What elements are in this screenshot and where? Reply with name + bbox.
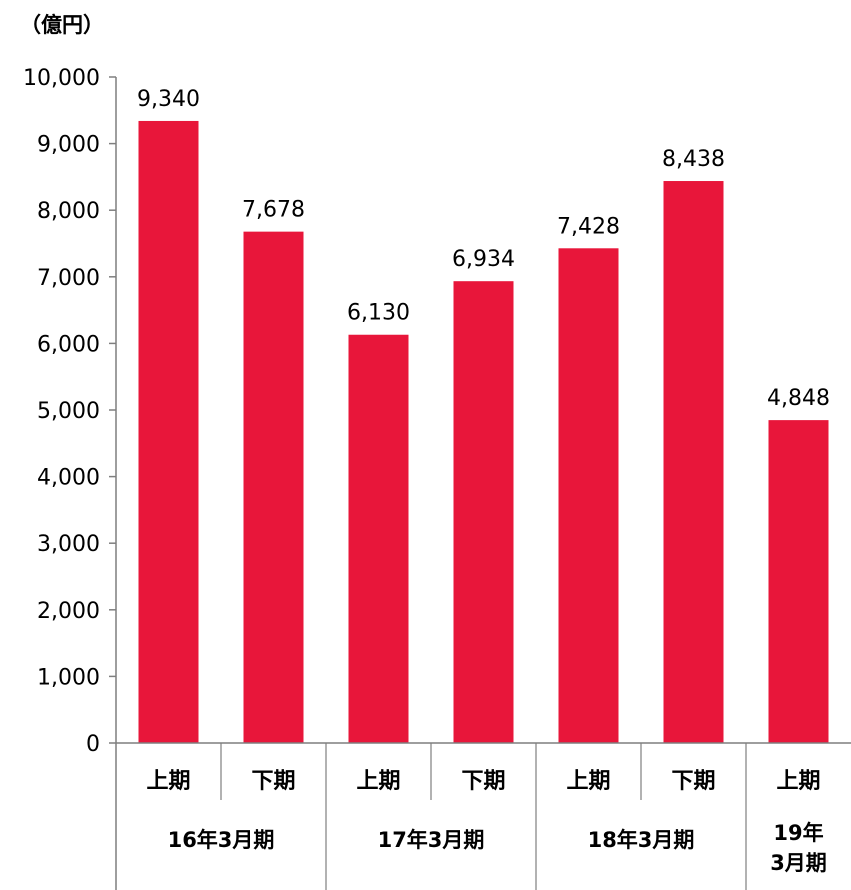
y-tick-label: 2,000	[37, 599, 100, 624]
category-label: 上期	[146, 769, 190, 794]
bar	[558, 248, 619, 743]
bar	[348, 334, 409, 743]
y-tick-label: 8,000	[37, 199, 100, 224]
bar	[453, 281, 514, 743]
data-label: 6,934	[452, 247, 515, 272]
data-label: 4,848	[767, 386, 830, 411]
y-tick-label: 9,000	[37, 133, 100, 158]
data-label: 7,678	[242, 198, 305, 223]
group-label-line: 18年3月期	[588, 828, 695, 852]
category-label: 下期	[251, 769, 295, 794]
category-label: 下期	[671, 769, 715, 794]
data-labels-group: 9,340 7,678 6,130 6,934 7,428 8,438 4,848	[137, 87, 830, 411]
bar	[663, 181, 724, 744]
group-label-line: 17年3月期	[378, 828, 485, 852]
category-labels-group: 上期 下期 上期 下期 上期 下期 上期	[146, 769, 820, 794]
group-label: 17年3月期	[378, 828, 485, 852]
category-label: 上期	[776, 769, 820, 794]
y-tick-label: 4,000	[37, 466, 100, 491]
y-axis-ticks: 0 1,000 2,000 3,000 4,000 5,000 6,000 7,000 8,00…	[23, 66, 116, 757]
y-tick-label: 7,000	[37, 266, 100, 291]
y-tick-label: 3,000	[37, 532, 100, 557]
axes-group	[115, 77, 851, 890]
group-label-line: 3月期	[770, 851, 827, 875]
bars-group	[138, 120, 829, 744]
bar	[243, 231, 304, 743]
y-tick-label: 6,000	[37, 332, 100, 357]
group-labels-group: 16年3月期 17年3月期 18年3月期 19年 3月期	[168, 821, 827, 875]
bar	[138, 120, 199, 744]
data-label: 7,428	[557, 214, 620, 239]
y-tick-label: 0	[86, 732, 100, 757]
category-label: 下期	[461, 769, 505, 794]
data-label: 9,340	[137, 87, 200, 112]
y-tick-label: 1,000	[37, 665, 100, 690]
y-tick-label: 5,000	[37, 399, 100, 424]
group-label-line: 16年3月期	[168, 828, 275, 852]
group-label-line: 19年	[773, 821, 823, 845]
group-label: 19年 3月期	[770, 821, 827, 875]
data-label: 6,130	[347, 301, 410, 326]
bar	[768, 420, 829, 743]
y-tick-label: 10,000	[23, 66, 100, 91]
y-axis-unit-label: （億円）	[20, 13, 104, 37]
group-label: 18年3月期	[588, 828, 695, 852]
category-label: 上期	[356, 769, 400, 794]
data-label: 8,438	[662, 147, 725, 172]
group-label: 16年3月期	[168, 828, 275, 852]
category-label: 上期	[566, 769, 610, 794]
